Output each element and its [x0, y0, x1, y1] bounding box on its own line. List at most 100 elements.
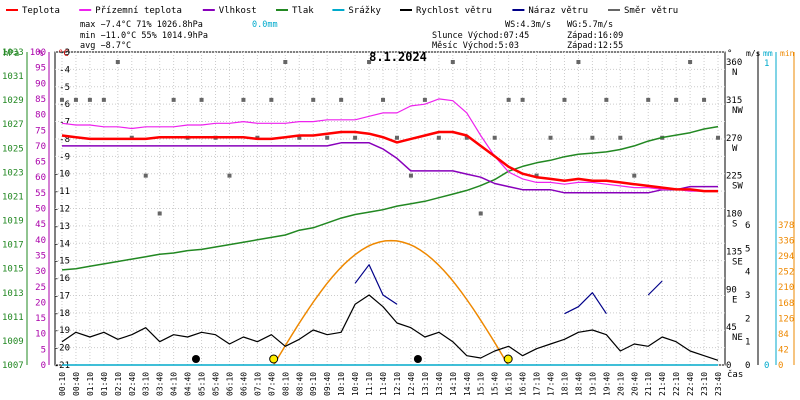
stat-rain: 0.0mm: [252, 20, 278, 30]
wind-dir-point: [674, 97, 679, 102]
temp-tick-label: -10: [54, 170, 70, 180]
wind-dir-point: [506, 97, 511, 102]
mm-tick-label: 1: [764, 59, 769, 69]
hpa-tick-label: 1023: [2, 168, 24, 178]
x-tick-label: 22:40: [686, 372, 695, 396]
x-tick-label: 07:40: [267, 372, 276, 396]
hpa-tick-label: 1021: [2, 192, 24, 202]
pct-tick-label: 100: [30, 48, 46, 58]
deg-tick-label: 270: [726, 134, 742, 144]
sunrise-marker: [269, 354, 279, 364]
hpa-tick-label: 1015: [2, 265, 24, 275]
x-tick-label: 04:40: [184, 372, 193, 396]
legend-label: Přízemní teplota: [95, 6, 182, 16]
x-tick-label: 19:40: [602, 372, 611, 396]
x-tick-label: 09:40: [323, 372, 332, 396]
legend-label: Rychlost větru: [416, 6, 492, 16]
moonrise-marker: [191, 355, 200, 363]
temp-tick-label: -4: [59, 65, 70, 75]
temp-tick-label: -7: [59, 118, 70, 128]
temp-tick-label: -20: [54, 344, 70, 354]
pct-tick-label: 30: [35, 267, 46, 277]
hpa-tick-label: 1013: [2, 289, 24, 299]
min-tick-label: 126: [778, 314, 794, 324]
x-axis-label: čas: [727, 369, 743, 380]
ms-tick-label: 5: [745, 244, 750, 254]
stat-sun: Slunce Východ:07:45: [432, 31, 529, 41]
wind-dir-point: [548, 135, 553, 140]
wind-dir-point: [171, 97, 176, 102]
mm-tick-label: 0: [764, 361, 769, 371]
wind-dir-point: [716, 135, 721, 140]
dir-label: N: [732, 68, 737, 78]
wind-dir-point: [353, 135, 358, 140]
wind-dir-point: [478, 211, 483, 216]
pct-tick-label: 20: [35, 298, 46, 308]
wind-dir-point: [408, 173, 413, 178]
x-tick-label: 20:10: [616, 372, 625, 396]
x-tick-label: 04:10: [170, 372, 179, 396]
x-tick-label: 13:40: [435, 372, 444, 396]
wind-dir-point: [464, 135, 469, 140]
legend-label: Směr větru: [624, 6, 678, 16]
wind-dir-point: [492, 135, 497, 140]
x-tick-label: 20:40: [630, 372, 639, 396]
pct-tick-label: 65: [35, 158, 46, 168]
x-tick-label: 17:40: [547, 372, 556, 396]
legend-label: Teplota: [22, 6, 60, 16]
x-tick-label: 14:40: [463, 372, 472, 396]
x-tick-label: 12:40: [407, 372, 416, 396]
x-tick-label: 00:40: [72, 372, 81, 396]
pct-tick-label: 85: [35, 95, 46, 105]
x-tick-label: 10:10: [337, 372, 346, 396]
x-tick-label: 11:40: [379, 372, 388, 396]
wind-dir-point: [339, 97, 344, 102]
deg-unit: °: [727, 49, 732, 59]
hpa-tick-label: 1025: [2, 144, 24, 154]
deg-tick-label: 225: [726, 172, 742, 182]
pct-tick-label: 15: [35, 314, 46, 324]
wind-dir-point: [618, 135, 623, 140]
pct-tick-label: 80: [35, 111, 46, 121]
hpa-tick-label: 1031: [2, 72, 24, 82]
temp-tick-label: -8: [59, 135, 70, 145]
wind-dir-point: [381, 97, 386, 102]
stat-avg: avg −8.7°C: [80, 41, 131, 51]
legend-label: Srážky: [348, 6, 381, 16]
temp-tick-label: -18: [54, 309, 70, 319]
pct-tick-label: 95: [35, 64, 46, 74]
pct-tick-label: 5: [41, 345, 46, 355]
x-tick-label: 21:10: [644, 372, 653, 396]
x-tick-label: 18:10: [560, 372, 569, 396]
wind-dir-point: [422, 97, 427, 102]
ms-tick-label: 4: [745, 268, 750, 278]
wind-dir-point: [646, 97, 651, 102]
ms-tick-label: 0: [745, 361, 750, 371]
temp-tick-label: -16: [54, 274, 70, 284]
min-tick-label: 168: [778, 299, 794, 309]
dir-label: NE: [732, 333, 743, 343]
wind-dir-point: [143, 173, 148, 178]
temp-tick-label: -21: [54, 361, 70, 371]
pct-unit: %: [38, 49, 44, 59]
x-tick-label: 06:40: [239, 372, 248, 396]
stat-moon-set: Západ:12:55: [567, 41, 623, 51]
wind-dir-point: [688, 60, 693, 64]
wind-dir-point: [227, 173, 232, 178]
temp-tick-label: -6: [59, 100, 70, 110]
wind-dir-point: [520, 97, 525, 102]
min-tick-label: 210: [778, 283, 794, 293]
temp-tick-label: -13: [54, 222, 70, 232]
wind-dir-point: [562, 97, 567, 102]
wind-dir-point: [115, 60, 120, 64]
temp-tick-label: -19: [54, 326, 70, 336]
deg-tick-label: 0: [726, 361, 731, 371]
x-tick-label: 18:40: [574, 372, 583, 396]
ms-tick-label: 2: [745, 314, 750, 324]
wind-dir-point: [311, 97, 316, 102]
hpa-tick-label: 1007: [2, 361, 24, 371]
x-tick-label: 02:40: [128, 372, 137, 396]
x-tick-label: 03:10: [142, 372, 151, 396]
chart-title: 8.1.2024: [369, 50, 427, 64]
min-tick-label: 378: [778, 221, 794, 231]
